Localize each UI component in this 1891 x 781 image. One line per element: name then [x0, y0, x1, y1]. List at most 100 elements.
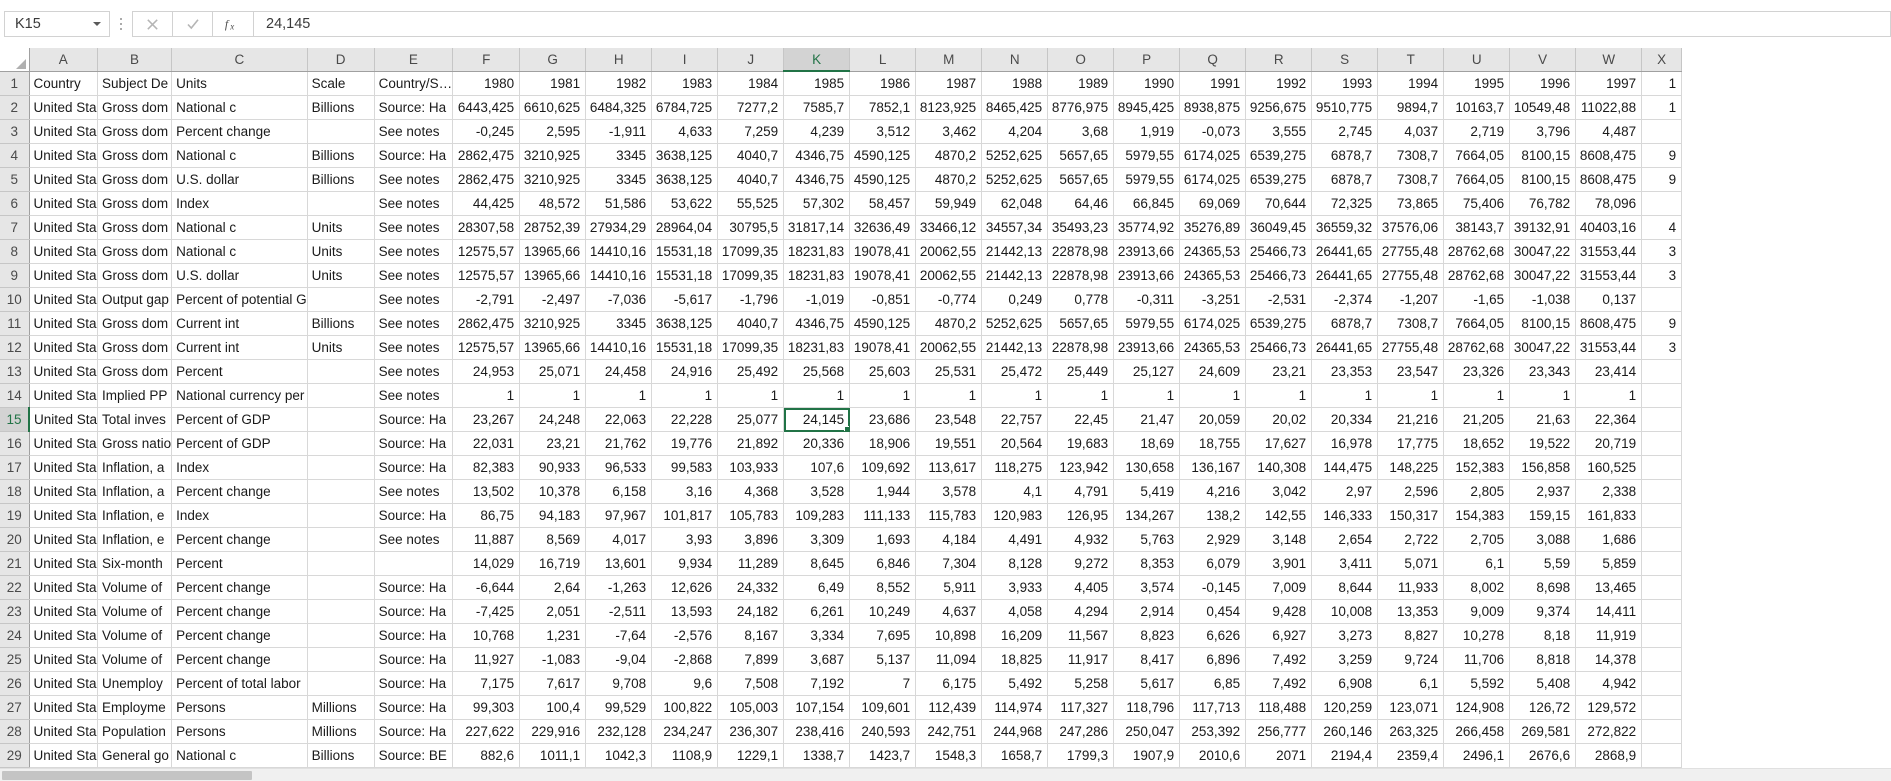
- cell-P19[interactable]: 134,267: [1113, 503, 1181, 528]
- cell-V22[interactable]: 8,698: [1509, 575, 1577, 600]
- table-row[interactable]: 17 United Sta Inflation, a Index Source: Ha 8…: [0, 455, 1683, 480]
- cell-K29[interactable]: 1338,7: [783, 743, 851, 768]
- cell-G12[interactable]: 13965,66: [519, 335, 587, 360]
- cell-W10[interactable]: 0,137: [1575, 287, 1643, 312]
- cell-F7[interactable]: 28307,58: [452, 215, 521, 240]
- cell-K8[interactable]: 18231,83: [783, 239, 851, 264]
- cell-O10[interactable]: 0,778: [1047, 287, 1115, 312]
- cell-J25[interactable]: 7,899: [717, 647, 785, 672]
- cell-S22[interactable]: 8,644: [1311, 575, 1379, 600]
- cell-I21[interactable]: 9,934: [651, 551, 719, 576]
- cell-T9[interactable]: 27755,48: [1377, 263, 1445, 288]
- cell-W23[interactable]: 14,411: [1575, 599, 1643, 624]
- cell-L9[interactable]: 19078,41: [849, 263, 917, 288]
- cell-U9[interactable]: 28762,68: [1443, 263, 1511, 288]
- cell-F22[interactable]: -6,644: [452, 575, 521, 600]
- row-header-7[interactable]: 7: [0, 215, 30, 240]
- cell-E28[interactable]: Source: Ha: [374, 719, 454, 744]
- cell-T21[interactable]: 5,071: [1377, 551, 1445, 576]
- cell-Q19[interactable]: 138,2: [1179, 503, 1247, 528]
- cell-P21[interactable]: 8,353: [1113, 551, 1181, 576]
- cell-M12[interactable]: 20062,55: [915, 335, 983, 360]
- cell-J3[interactable]: 7,259: [717, 119, 785, 144]
- cell-V10[interactable]: -1,038: [1509, 287, 1577, 312]
- cell-V18[interactable]: 2,937: [1509, 479, 1577, 504]
- cell-J19[interactable]: 105,783: [717, 503, 785, 528]
- cell-K25[interactable]: 3,687: [783, 647, 851, 672]
- cell-N18[interactable]: 4,1: [981, 479, 1049, 504]
- row-header-14[interactable]: 14: [0, 383, 30, 408]
- cell-C6[interactable]: Index: [171, 191, 308, 216]
- cell-F8[interactable]: 12575,57: [452, 239, 521, 264]
- cell-G23[interactable]: 2,051: [519, 599, 587, 624]
- row-header-29[interactable]: 29: [0, 743, 30, 768]
- cell-G17[interactable]: 90,933: [519, 455, 587, 480]
- cell-J13[interactable]: 25,492: [717, 359, 785, 384]
- cell-E13[interactable]: See notes: [374, 359, 454, 384]
- cell-L1[interactable]: 1986: [849, 71, 917, 96]
- cell-C21[interactable]: Percent: [171, 551, 308, 576]
- cell-O27[interactable]: 117,327: [1047, 695, 1115, 720]
- cell-H7[interactable]: 27934,29: [585, 215, 653, 240]
- cell-H17[interactable]: 96,533: [585, 455, 653, 480]
- cell-U15[interactable]: 21,205: [1443, 407, 1511, 432]
- row-header-9[interactable]: 9: [0, 263, 30, 288]
- cell-N24[interactable]: 16,209: [981, 623, 1049, 648]
- cell-L23[interactable]: 10,249: [849, 599, 917, 624]
- cell-L5[interactable]: 4590,125: [849, 167, 917, 192]
- cell-Q8[interactable]: 24365,53: [1179, 239, 1247, 264]
- cell-G29[interactable]: 1011,1: [519, 743, 587, 768]
- cell-P14[interactable]: 1: [1113, 383, 1181, 408]
- cell-H1[interactable]: 1982: [585, 71, 653, 96]
- cell-E14[interactable]: See notes: [374, 383, 454, 408]
- cell-O28[interactable]: 247,286: [1047, 719, 1115, 744]
- cell-K21[interactable]: 8,645: [783, 551, 851, 576]
- cell-K3[interactable]: 4,239: [783, 119, 851, 144]
- cell-U24[interactable]: 10,278: [1443, 623, 1511, 648]
- cell-A27[interactable]: United Sta: [29, 695, 99, 720]
- cell-X15[interactable]: [1641, 407, 1683, 432]
- cell-B21[interactable]: Six-month: [97, 551, 173, 576]
- cell-G15[interactable]: 24,248: [519, 407, 587, 432]
- cell-T24[interactable]: 8,827: [1377, 623, 1445, 648]
- cell-A23[interactable]: United Sta: [29, 599, 99, 624]
- cell-W22[interactable]: 13,465: [1575, 575, 1643, 600]
- cell-X9[interactable]: 3: [1641, 263, 1683, 288]
- cell-L16[interactable]: 18,906: [849, 431, 917, 456]
- cell-T23[interactable]: 13,353: [1377, 599, 1445, 624]
- cell-D1[interactable]: Scale: [307, 71, 375, 96]
- cell-O15[interactable]: 22,45: [1047, 407, 1115, 432]
- cell-R16[interactable]: 17,627: [1245, 431, 1313, 456]
- cell-A2[interactable]: United Sta: [29, 95, 99, 120]
- cell-B19[interactable]: Inflation, e: [97, 503, 173, 528]
- cell-V25[interactable]: 8,818: [1509, 647, 1577, 672]
- cell-M29[interactable]: 1548,3: [915, 743, 983, 768]
- cell-V3[interactable]: 3,796: [1509, 119, 1577, 144]
- column-header-e[interactable]: E: [374, 48, 454, 72]
- cell-Q7[interactable]: 35276,89: [1179, 215, 1247, 240]
- cell-F17[interactable]: 82,383: [452, 455, 521, 480]
- cell-G21[interactable]: 16,719: [519, 551, 587, 576]
- cell-J29[interactable]: 1229,1: [717, 743, 785, 768]
- cell-P7[interactable]: 35774,92: [1113, 215, 1181, 240]
- column-header-h[interactable]: H: [585, 48, 653, 72]
- cell-F4[interactable]: 2862,475: [452, 143, 521, 168]
- table-row[interactable]: 3 United Sta Gross dom Percent change See no…: [0, 119, 1683, 144]
- cell-A3[interactable]: United Sta: [29, 119, 99, 144]
- cell-T4[interactable]: 7308,7: [1377, 143, 1445, 168]
- cell-D29[interactable]: Billions: [307, 743, 375, 768]
- cell-E15[interactable]: Source: Ha: [374, 407, 454, 432]
- cell-K9[interactable]: 18231,83: [783, 263, 851, 288]
- cell-W8[interactable]: 31553,44: [1575, 239, 1643, 264]
- cell-N15[interactable]: 22,757: [981, 407, 1049, 432]
- cell-I12[interactable]: 15531,18: [651, 335, 719, 360]
- cell-O16[interactable]: 19,683: [1047, 431, 1115, 456]
- cell-R15[interactable]: 20,02: [1245, 407, 1313, 432]
- cell-K24[interactable]: 3,334: [783, 623, 851, 648]
- cell-I24[interactable]: -2,576: [651, 623, 719, 648]
- cell-W6[interactable]: 78,096: [1575, 191, 1643, 216]
- cell-G1[interactable]: 1981: [519, 71, 587, 96]
- cell-E29[interactable]: Source: BE: [374, 743, 454, 768]
- cell-A4[interactable]: United Sta: [29, 143, 99, 168]
- cell-Q21[interactable]: 6,079: [1179, 551, 1247, 576]
